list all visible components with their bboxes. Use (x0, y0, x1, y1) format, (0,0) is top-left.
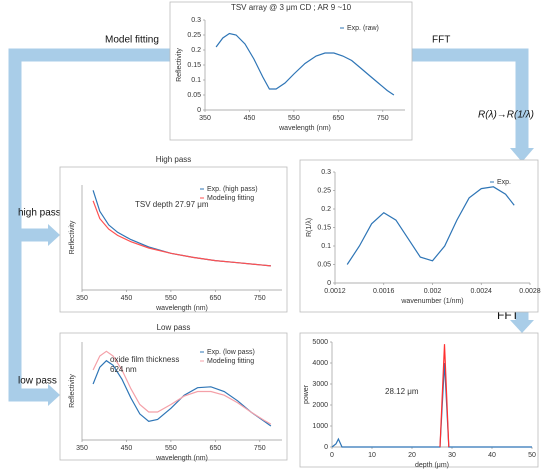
label: high pass (18, 208, 61, 219)
data-line (92, 200, 271, 267)
y-tick-label: 0.25 (187, 32, 201, 39)
chart-title: Low pass (157, 323, 191, 332)
x-axis-label: wavenumber (1/nm) (400, 298, 463, 305)
x-tick-label: 0.002 (424, 288, 442, 295)
flow-arrows (8, 48, 529, 402)
label: R(λ)→R(1/λ) (478, 110, 534, 121)
x-tick-label: 0.0016 (373, 288, 395, 295)
x-tick-label: 650 (209, 445, 221, 452)
y-tick-label: 0.05 (187, 92, 201, 99)
label: low pass (18, 376, 57, 387)
x-axis-label: wavelength (nm) (155, 305, 208, 312)
x-tick-label: 0.0024 (471, 288, 493, 295)
annotation: 28.12 μm (385, 387, 419, 396)
x-tick-label: 20 (408, 452, 416, 459)
chart-title: TSV array @ 3 μm CD ; AR 9 ~10 (231, 3, 352, 12)
data-line (92, 350, 272, 425)
chart-frame (299, 159, 539, 313)
y-tick-label: 0.25 (317, 187, 331, 194)
data-line (331, 362, 532, 448)
annotation: TSV depth 27.97 μm (135, 200, 209, 209)
legend-label: Exp. (low pass) (207, 349, 255, 356)
arrow-heads (48, 148, 534, 406)
y-tick-label: 0.1 (321, 243, 331, 250)
x-axis-label: depth (μm) (415, 462, 449, 469)
y-tick-label: 0 (197, 107, 201, 114)
legend-label: Exp. (high pass) (207, 186, 258, 193)
annotation: oxide film thickness (110, 355, 179, 364)
y-tick-label: 3000 (312, 381, 328, 388)
label: Model fitting (105, 35, 159, 46)
y-axis-label: power (303, 384, 310, 404)
x-tick-label: 0.0028 (519, 288, 541, 295)
x-tick-label: 50 (528, 452, 536, 459)
chart-frame (169, 1, 413, 141)
x-tick-label: 0 (330, 452, 334, 459)
annotation: 624 nm (110, 365, 137, 374)
x-tick-label: 450 (121, 295, 133, 302)
legend-label: Modeling fitting (207, 195, 254, 202)
label: FFT (432, 35, 450, 46)
x-axis-label: wavelength (nm) (155, 455, 208, 462)
y-tick-label: 0.15 (187, 62, 201, 69)
legend-label: Modeling fitting (207, 358, 254, 365)
y-tick-label: 0.1 (191, 77, 201, 84)
y-tick-label: 0.2 (191, 47, 201, 54)
arrow-head (510, 320, 534, 333)
arrow-head (510, 148, 534, 162)
y-axis-label: Reflectivity (69, 220, 76, 254)
y-tick-label: 0.15 (317, 224, 331, 231)
x-axis-label: wavelength (nm) (278, 125, 331, 132)
y-tick-label: 0.3 (191, 17, 201, 24)
y-tick-label: 5000 (312, 339, 328, 346)
x-tick-label: 550 (288, 115, 300, 122)
data-line (439, 344, 450, 448)
chart-title: High pass (156, 155, 192, 164)
y-tick-label: 0.05 (317, 261, 331, 268)
arrow-right (412, 48, 529, 150)
data-line (92, 359, 272, 427)
y-axis-label: R(1/λ) (306, 218, 313, 237)
x-tick-label: 10 (368, 452, 376, 459)
x-tick-label: 450 (244, 115, 256, 122)
y-axis-label: Reflectivity (176, 48, 183, 82)
arrow-left (8, 48, 170, 402)
y-tick-label: 0.2 (321, 206, 331, 213)
y-tick-label: 0.3 (321, 169, 331, 176)
y-tick-label: 0 (324, 444, 328, 451)
y-tick-label: 4000 (312, 360, 328, 367)
data-line (346, 186, 515, 265)
x-tick-label: 650 (209, 295, 221, 302)
y-tick-label: 2000 (312, 402, 328, 409)
chart-frame (59, 332, 288, 461)
x-tick-label: 350 (76, 295, 88, 302)
x-tick-label: 550 (165, 445, 177, 452)
y-axis-label: Reflectivity (69, 374, 76, 408)
x-tick-label: 750 (254, 445, 266, 452)
x-tick-label: 650 (332, 115, 344, 122)
arrow-head (48, 384, 60, 406)
data-line (215, 32, 395, 96)
x-tick-label: 750 (254, 295, 266, 302)
y-tick-label: 1000 (312, 423, 328, 430)
chart-frame (59, 166, 288, 313)
x-tick-label: 0.0012 (324, 288, 346, 295)
legend-label: Exp. (raw) (347, 25, 379, 32)
x-tick-label: 550 (165, 295, 177, 302)
x-tick-label: 40 (488, 452, 496, 459)
x-tick-label: 350 (199, 115, 211, 122)
x-tick-label: 30 (448, 452, 456, 459)
chart-frame (299, 332, 539, 468)
x-tick-label: 750 (377, 115, 389, 122)
x-tick-label: 450 (121, 445, 133, 452)
y-tick-label: 0 (327, 280, 331, 287)
arrow-head (48, 224, 60, 246)
x-tick-label: 350 (76, 445, 88, 452)
legend-label: Exp. (497, 179, 511, 186)
